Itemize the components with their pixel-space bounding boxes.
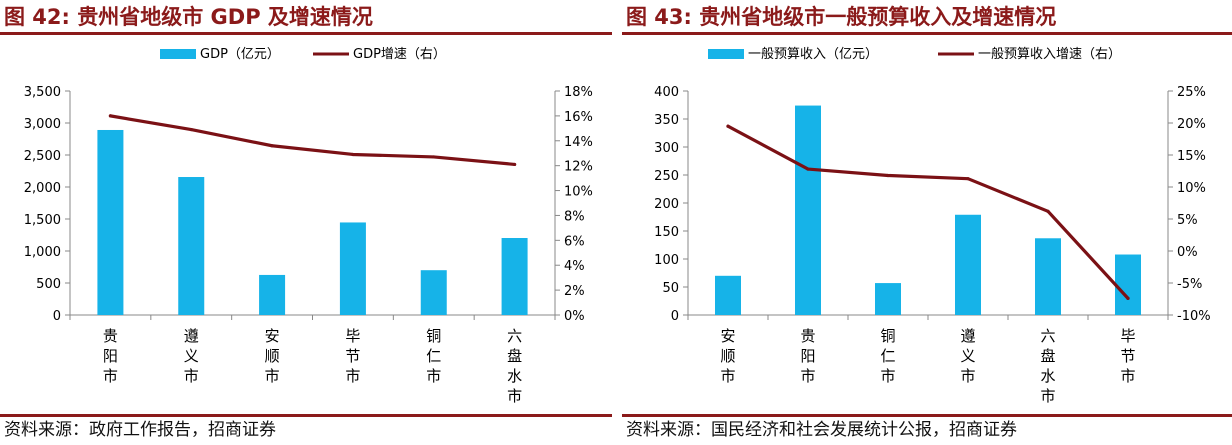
y-right-tick-label: 20%: [1177, 117, 1206, 132]
growth-point-0: [108, 114, 113, 118]
y-right-tick-label: 15%: [1177, 149, 1206, 164]
source-rule: [622, 414, 1232, 417]
category-label-3: 毕节市: [345, 327, 360, 385]
legend: 一般预算收入（亿元） 一般预算收入增速（右）: [708, 46, 1121, 62]
y-left-tick-label: 0: [53, 309, 61, 324]
source-note: 资料来源：国民经济和社会发展统计公报，招商证券: [626, 420, 1017, 440]
category-label-1: 遵义市: [184, 327, 199, 385]
chart-panel-budget-revenue: 图 43: 贵州省地级市一般预算收入及增速情况 一般预算收入（亿元） 一般预算收入…: [622, 0, 1232, 445]
category-label-2: 铜仁市: [880, 327, 895, 385]
figure-title: 图 43: 贵州省地级市一般预算收入及增速情况: [626, 5, 1057, 29]
legend-bar-swatch: [160, 49, 196, 59]
title-rule: [0, 32, 612, 35]
y-right-tick-label: 5%: [1177, 213, 1198, 228]
bar-4: [420, 270, 447, 315]
category-label-0: 贵阳市: [103, 327, 118, 385]
growth-point-0: [726, 124, 730, 128]
y-left-tick-label: 150: [654, 225, 679, 240]
source-rule: [0, 414, 612, 417]
growth-point-2: [270, 144, 274, 148]
growth-point-1: [189, 127, 193, 132]
bar-3: [955, 214, 981, 315]
y-right-tick-label: 10%: [1177, 181, 1206, 196]
growth-line: [726, 124, 1130, 300]
bar-0: [715, 275, 741, 315]
y-left-tick-label: 250: [654, 169, 679, 184]
title-rule: [622, 32, 1232, 35]
growth-point-5: [512, 162, 517, 167]
y-left-tick-label: 1,000: [24, 245, 61, 260]
growth-point-4: [432, 155, 436, 159]
category-label-2: 安顺市: [265, 327, 280, 385]
growth-point-3: [966, 177, 970, 181]
growth-point-4: [1046, 209, 1050, 213]
y-left-tick-label: 500: [36, 277, 61, 292]
bar-1: [795, 105, 821, 315]
source-note: 资料来源：政府工作报告，招商证券: [4, 420, 276, 440]
growth-point-2: [886, 173, 890, 178]
y-left-tick-label: 1,500: [24, 213, 61, 228]
category-label-0: 安顺市: [720, 327, 735, 385]
category-label-3: 遵义市: [960, 327, 975, 385]
y-right-tick-label: 16%: [564, 110, 593, 125]
y-left-tick-label: 200: [654, 197, 679, 212]
y-right-tick-label: 4%: [564, 259, 585, 274]
bar-0: [97, 129, 124, 315]
y-right-tick-label: 6%: [564, 234, 585, 249]
y-right-tick-label: 10%: [564, 185, 593, 200]
category-label-5: 毕节市: [1120, 327, 1135, 385]
bar-5: [501, 238, 528, 315]
y-left-tick-label: 3,000: [24, 117, 61, 132]
y-right-tick-label: 2%: [564, 284, 585, 299]
category-label-4: 六盘水市: [1040, 327, 1055, 405]
figure-title: 图 42: 贵州省地级市 GDP 及增速情况: [4, 5, 373, 29]
y-left-tick-label: 50: [662, 281, 679, 296]
legend: GDP（亿元） GDP增速（右）: [160, 47, 446, 62]
y-left-tick-label: 100: [654, 253, 679, 268]
bar-5: [1115, 254, 1141, 315]
y-right-tick-label: 25%: [1177, 85, 1206, 100]
y-right-tick-label: 12%: [564, 160, 593, 175]
y-left-tick-label: 2,500: [24, 149, 61, 164]
y-left-tick-label: 400: [654, 85, 679, 100]
category-label-4: 铜仁市: [426, 327, 441, 385]
bar-2: [875, 283, 901, 315]
gdp-chart: GDP（亿元） GDP增速（右） 0 500 1,000 1,500 2,000 2,500 3…: [24, 47, 593, 405]
y-right-tick-label: 14%: [564, 135, 593, 150]
bar-2: [259, 274, 286, 315]
y-left-tick-label: 350: [654, 113, 679, 128]
legend-bar-label: GDP（亿元）: [200, 47, 280, 62]
bar-1: [178, 177, 205, 315]
y-right-tick-label: -10%: [1177, 309, 1211, 324]
legend-line-label: 一般预算收入增速（右）: [978, 46, 1121, 62]
legend-bar-swatch: [708, 49, 744, 59]
y-left-tick-label: 300: [654, 141, 679, 156]
y-right-tick-label: 18%: [564, 85, 593, 100]
category-label-5: 六盘水市: [507, 327, 522, 405]
bar-3: [339, 222, 366, 315]
y-right-tick-label: 0%: [564, 309, 585, 324]
bar-4: [1035, 238, 1061, 315]
y-right-tick-label: 8%: [564, 209, 585, 224]
y-right-tick-label: 0%: [1177, 245, 1198, 260]
y-left-tick-label: 3,500: [24, 85, 61, 100]
chart-panel-gdp: 图 42: 贵州省地级市 GDP 及增速情况 GDP（亿元） GDP增速（右） 0 5…: [0, 0, 612, 445]
growth-point-5: [1126, 296, 1130, 300]
y-left-tick-label: 0: [671, 309, 679, 324]
growth-point-3: [351, 152, 355, 157]
legend-line-label: GDP增速（右）: [353, 47, 446, 62]
growth-line: [108, 114, 517, 167]
y-left-tick-label: 2,000: [24, 181, 61, 196]
growth-point-1: [806, 167, 810, 171]
budget-revenue-chart: 一般预算收入（亿元） 一般预算收入增速（右） 0 50 100 150 200 250 300 3…: [654, 46, 1211, 405]
y-right-tick-label: -5%: [1177, 277, 1202, 292]
category-label-1: 贵阳市: [800, 327, 815, 385]
legend-bar-label: 一般预算收入（亿元）: [748, 46, 878, 62]
